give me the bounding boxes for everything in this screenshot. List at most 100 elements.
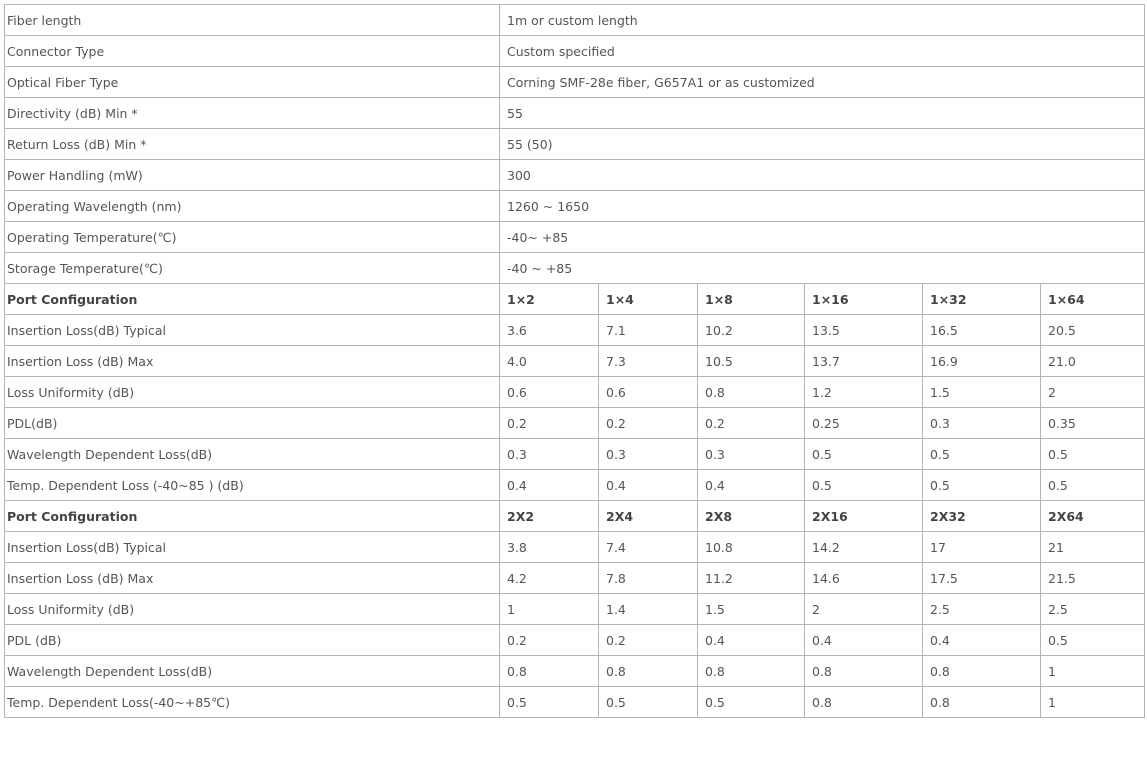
value-cell: 1×8 — [697, 283, 805, 315]
value-cell: 0.8 — [499, 655, 599, 687]
value-cell: 21.5 — [1039, 562, 1146, 594]
value-cell: 20.5 — [1039, 314, 1146, 346]
table-row: Storage Temperature(℃) -40 ~ +85 — [4, 252, 1146, 284]
label-cell: PDL(dB) — [4, 407, 500, 439]
value-cell: 1×64 — [1039, 283, 1146, 315]
table-row: Insertion Loss(dB) Typical 3.8 7.4 10.8 14.2… — [4, 531, 1146, 563]
table-row: Fiber length 1m or custom length — [4, 4, 1146, 36]
value-cell: 0.4 — [697, 469, 805, 501]
value-cell: 1 — [499, 593, 599, 625]
value-cell: 0.5 — [598, 686, 698, 718]
value-cell: 0.2 — [697, 407, 805, 439]
value-cell: 1.5 — [697, 593, 805, 625]
value-cell: 21.0 — [1039, 345, 1146, 377]
value-cell: 0.5 — [804, 469, 923, 501]
value-cell: -40~ +85 — [498, 221, 1146, 253]
value-cell: 300 — [498, 159, 1146, 191]
value-cell: 14.6 — [804, 562, 923, 594]
value-cell: 0.8 — [922, 655, 1041, 687]
table-row: Temp. Dependent Loss (-40~85 ) (dB) 0.4 0.… — [4, 469, 1146, 501]
value-cell: 4.0 — [499, 345, 599, 377]
value-cell: 0.5 — [1039, 438, 1146, 470]
value-cell: 2X4 — [598, 500, 698, 532]
value-cell: 16.5 — [922, 314, 1041, 346]
value-cell: 10.5 — [697, 345, 805, 377]
label-cell: Temp. Dependent Loss(-40~+85℃) — [4, 686, 500, 718]
value-cell: 4.2 — [499, 562, 599, 594]
value-cell: 7.3 — [598, 345, 698, 377]
value-cell: -40 ~ +85 — [498, 252, 1146, 284]
label-cell: Insertion Loss (dB) Max — [4, 345, 500, 377]
value-cell: 13.5 — [804, 314, 923, 346]
value-cell: 2 — [804, 593, 923, 625]
value-cell: 55 (50) — [498, 128, 1146, 160]
value-cell: 1.2 — [804, 376, 923, 408]
value-cell: 2.5 — [1039, 593, 1146, 625]
value-cell: 0.3 — [598, 438, 698, 470]
value-cell: 55 — [498, 97, 1146, 129]
value-cell: 1 — [1039, 686, 1146, 718]
table-row: Operating Temperature(℃) -40~ +85 — [4, 221, 1146, 253]
value-cell: 1×2 — [499, 283, 599, 315]
value-cell: 0.8 — [697, 655, 805, 687]
value-cell: 1.5 — [922, 376, 1041, 408]
value-cell: 1×32 — [922, 283, 1041, 315]
label-cell: Directivity (dB) Min * — [4, 97, 500, 129]
value-cell: 0.5 — [1039, 469, 1146, 501]
table-row: Optical Fiber Type Corning SMF-28e fiber,… — [4, 66, 1146, 98]
label-cell: Wavelength Dependent Loss(dB) — [4, 438, 500, 470]
table-row: Temp. Dependent Loss(-40~+85℃) 0.5 0.5 0.5 0… — [4, 686, 1146, 718]
value-cell: 0.4 — [804, 624, 923, 656]
value-cell: 1×16 — [804, 283, 923, 315]
value-cell: 0.4 — [922, 624, 1041, 656]
value-cell: 1×4 — [598, 283, 698, 315]
label-cell: Optical Fiber Type — [4, 66, 500, 98]
value-cell: 2.5 — [922, 593, 1041, 625]
value-cell: 0.8 — [922, 686, 1041, 718]
label-cell: Fiber length — [4, 4, 500, 36]
table-row: Insertion Loss (dB) Max 4.0 7.3 10.5 13.7 16.… — [4, 345, 1146, 377]
label-cell: Insertion Loss(dB) Typical — [4, 531, 500, 563]
value-cell: 0.5 — [499, 686, 599, 718]
label-cell: Power Handling (mW) — [4, 159, 500, 191]
table-row: Insertion Loss(dB) Typical 3.6 7.1 10.2 13.5… — [4, 314, 1146, 346]
value-cell: 1260 ~ 1650 — [498, 190, 1146, 222]
spec-table: Fiber length 1m or custom length Connector… — [4, 4, 1146, 718]
value-cell: 0.5 — [804, 438, 923, 470]
value-cell: 14.2 — [804, 531, 923, 563]
value-cell: 3.8 — [499, 531, 599, 563]
value-cell: 0.3 — [499, 438, 599, 470]
label-cell: Loss Uniformity (dB) — [4, 593, 500, 625]
value-cell: 17 — [922, 531, 1041, 563]
value-cell: 10.2 — [697, 314, 805, 346]
label-cell: Port Configuration — [4, 283, 500, 315]
value-cell: 0.5 — [1039, 624, 1146, 656]
value-cell: 0.2 — [499, 407, 599, 439]
value-cell: 16.9 — [922, 345, 1041, 377]
value-cell: 0.8 — [804, 655, 923, 687]
label-cell: Storage Temperature(℃) — [4, 252, 500, 284]
value-cell: 7.8 — [598, 562, 698, 594]
value-cell: 21 — [1039, 531, 1146, 563]
value-cell: 0.4 — [499, 469, 599, 501]
label-cell: Loss Uniformity (dB) — [4, 376, 500, 408]
value-cell: 0.2 — [598, 407, 698, 439]
value-cell: 3.6 — [499, 314, 599, 346]
label-cell: Temp. Dependent Loss (-40~85 ) (dB) — [4, 469, 500, 501]
value-cell: 0.4 — [697, 624, 805, 656]
value-cell: 0.8 — [598, 655, 698, 687]
value-cell: 0.5 — [922, 438, 1041, 470]
value-cell: 0.25 — [804, 407, 923, 439]
label-cell: PDL (dB) — [4, 624, 500, 656]
value-cell: 2X8 — [697, 500, 805, 532]
value-cell: 11.2 — [697, 562, 805, 594]
table-row: PDL(dB) 0.2 0.2 0.2 0.25 0.3 0.35 — [4, 407, 1146, 439]
label-cell: Operating Wavelength (nm) — [4, 190, 500, 222]
label-cell: Insertion Loss (dB) Max — [4, 562, 500, 594]
table-row: Connector Type Custom specified — [4, 35, 1146, 67]
value-cell: 2X64 — [1039, 500, 1146, 532]
value-cell: 0.4 — [598, 469, 698, 501]
value-cell: 17.5 — [922, 562, 1041, 594]
value-cell: 0.2 — [598, 624, 698, 656]
value-cell: 2X16 — [804, 500, 923, 532]
